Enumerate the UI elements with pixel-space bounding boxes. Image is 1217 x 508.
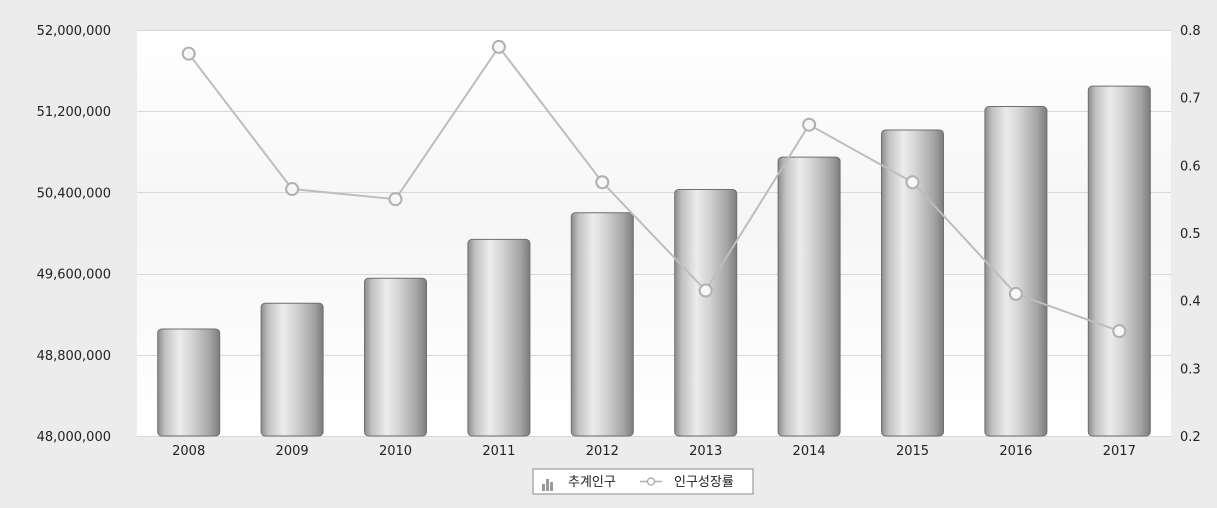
right-tick-label: 0.5 (1180, 227, 1201, 242)
left-tick-label: 48,800,000 (37, 349, 111, 364)
bar (881, 129, 944, 437)
x-axis: 2008 2009 2010 2011 2012 2013 2014 2015 2016 2017 (172, 444, 1136, 459)
bar (674, 188, 738, 437)
right-tick-label: 0.3 (1180, 362, 1201, 377)
x-tick-label: 2010 (379, 444, 412, 459)
x-tick-label: 2017 (1103, 444, 1136, 459)
bar-series (157, 85, 1151, 437)
bar-legend-icon-part (550, 482, 553, 491)
legend: 추계인구 인구성장률 (532, 468, 754, 495)
left-axis: 48,000,000 48,800,000 49,600,000 50,400,000… (37, 24, 111, 445)
x-tick-label: 2008 (172, 444, 205, 459)
right-tick-label: 0.6 (1180, 159, 1201, 174)
bar (984, 106, 1048, 437)
line-point (285, 182, 300, 197)
x-tick-label: 2014 (793, 444, 826, 459)
bar (260, 302, 324, 437)
bar (157, 328, 221, 437)
x-tick-label: 2013 (689, 444, 722, 459)
line-legend-icon (640, 477, 662, 486)
x-tick-label: 2011 (482, 444, 515, 459)
line-point (1112, 324, 1127, 339)
bar-legend-icon (542, 479, 553, 491)
left-tick-label: 51,200,000 (37, 105, 111, 120)
bar (570, 212, 634, 437)
line-point (905, 175, 920, 190)
left-tick-label: 52,000,000 (37, 24, 111, 39)
line-point (698, 283, 713, 298)
x-tick-label: 2009 (276, 444, 309, 459)
line-point (388, 192, 403, 207)
line-path (187, 45, 1120, 333)
line-legend-icon-marker (646, 477, 656, 486)
line-series (181, 39, 1127, 339)
line-point (491, 39, 506, 54)
line-point (1008, 286, 1023, 301)
x-tick-label: 2016 (999, 444, 1032, 459)
right-tick-label: 0.8 (1180, 24, 1201, 39)
legend-label-bar: 추계인구 (568, 475, 616, 490)
x-tick-label: 2015 (896, 444, 929, 459)
bar (1087, 85, 1151, 437)
right-tick-label: 0.4 (1180, 295, 1201, 310)
right-axis: 0.2 0.3 0.4 0.5 0.6 0.7 0.8 (1180, 24, 1201, 445)
left-tick-label: 48,000,000 (37, 430, 111, 445)
right-tick-label: 0.2 (1180, 430, 1201, 445)
bar (364, 277, 427, 437)
legend-label-line: 인구성장률 (674, 475, 734, 490)
line-point (802, 117, 817, 132)
right-tick-label: 0.7 (1180, 92, 1201, 107)
left-tick-label: 49,600,000 (37, 268, 111, 283)
x-tick-label: 2012 (586, 444, 619, 459)
bar-legend-icon-part (542, 484, 545, 491)
line-point (595, 175, 610, 190)
left-tick-label: 50,400,000 (37, 186, 111, 201)
bar (467, 238, 531, 437)
bar-legend-icon-part (546, 479, 549, 491)
line-point (181, 46, 196, 61)
bar (777, 156, 841, 437)
